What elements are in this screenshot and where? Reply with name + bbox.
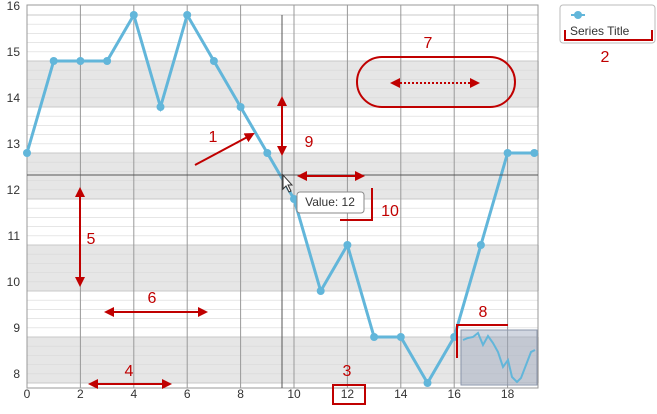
box [332,384,366,405]
tooltip-box [296,191,365,214]
cursor [282,173,294,193]
bracket [456,324,508,358]
series-line [25,11,535,386]
x-tick-label: 2 [77,387,84,401]
y-tick-label: 9 [13,321,20,335]
x-tick-label: 10 [287,387,301,401]
y-tick-label: 16 [7,0,21,13]
navigator-line [462,331,536,384]
annotation: 4 [125,363,134,380]
annotations: 1 2 3 4 5 6 7 8 9 10 [75,30,653,405]
y-tick-label: 12 [7,183,21,197]
annotation: 8 [479,304,488,321]
x-tick-label: 18 [501,387,515,401]
point [503,149,512,157]
point [76,57,85,65]
bands [27,61,539,383]
annotation: 6 [148,290,157,307]
point [290,195,298,203]
y-tick-label: 11 [8,229,21,243]
y-tick-label: 15 [7,45,21,59]
point [396,333,405,341]
point [263,149,272,157]
annotation: 9 [305,134,314,151]
point [370,333,379,341]
legend-label: Series Title [570,24,630,38]
marks [23,11,539,387]
point [423,379,432,387]
point [49,57,58,65]
tooltip: Value: 12 [305,195,355,209]
x-tick-label: 16 [448,387,462,401]
x-tick-label: 14 [394,387,408,401]
annotation: 3 [343,363,352,380]
point [129,11,138,19]
point [209,57,218,65]
x-tick-label: 4 [130,387,137,401]
annotation: 5 [87,231,96,248]
y-tick-label: 14 [7,91,21,105]
point [23,149,31,157]
point [183,11,192,19]
x-tick-label: 12 [341,387,355,401]
bracket [564,30,653,41]
arrow [194,133,255,166]
x-tick-label: 8 [237,387,244,401]
y-tick-label: 13 [7,137,21,151]
y-tick-label: 8 [13,367,20,381]
annotation: 1 [209,129,218,146]
annotation: 7 [424,35,433,52]
point [236,103,245,111]
band [27,245,539,291]
point [476,241,485,249]
point [103,57,112,65]
point [530,149,539,157]
point [343,241,352,249]
x-tick-label: 6 [184,387,191,401]
bracket [340,188,373,221]
point [156,103,165,111]
band [27,337,539,383]
x-tick-label: 0 [24,387,31,401]
box [356,56,516,108]
point [316,287,325,295]
legend-marker [574,11,582,19]
annotation: 2 [601,49,610,66]
y-tick-label: 10 [7,275,21,289]
annotation: 10 [381,203,399,220]
